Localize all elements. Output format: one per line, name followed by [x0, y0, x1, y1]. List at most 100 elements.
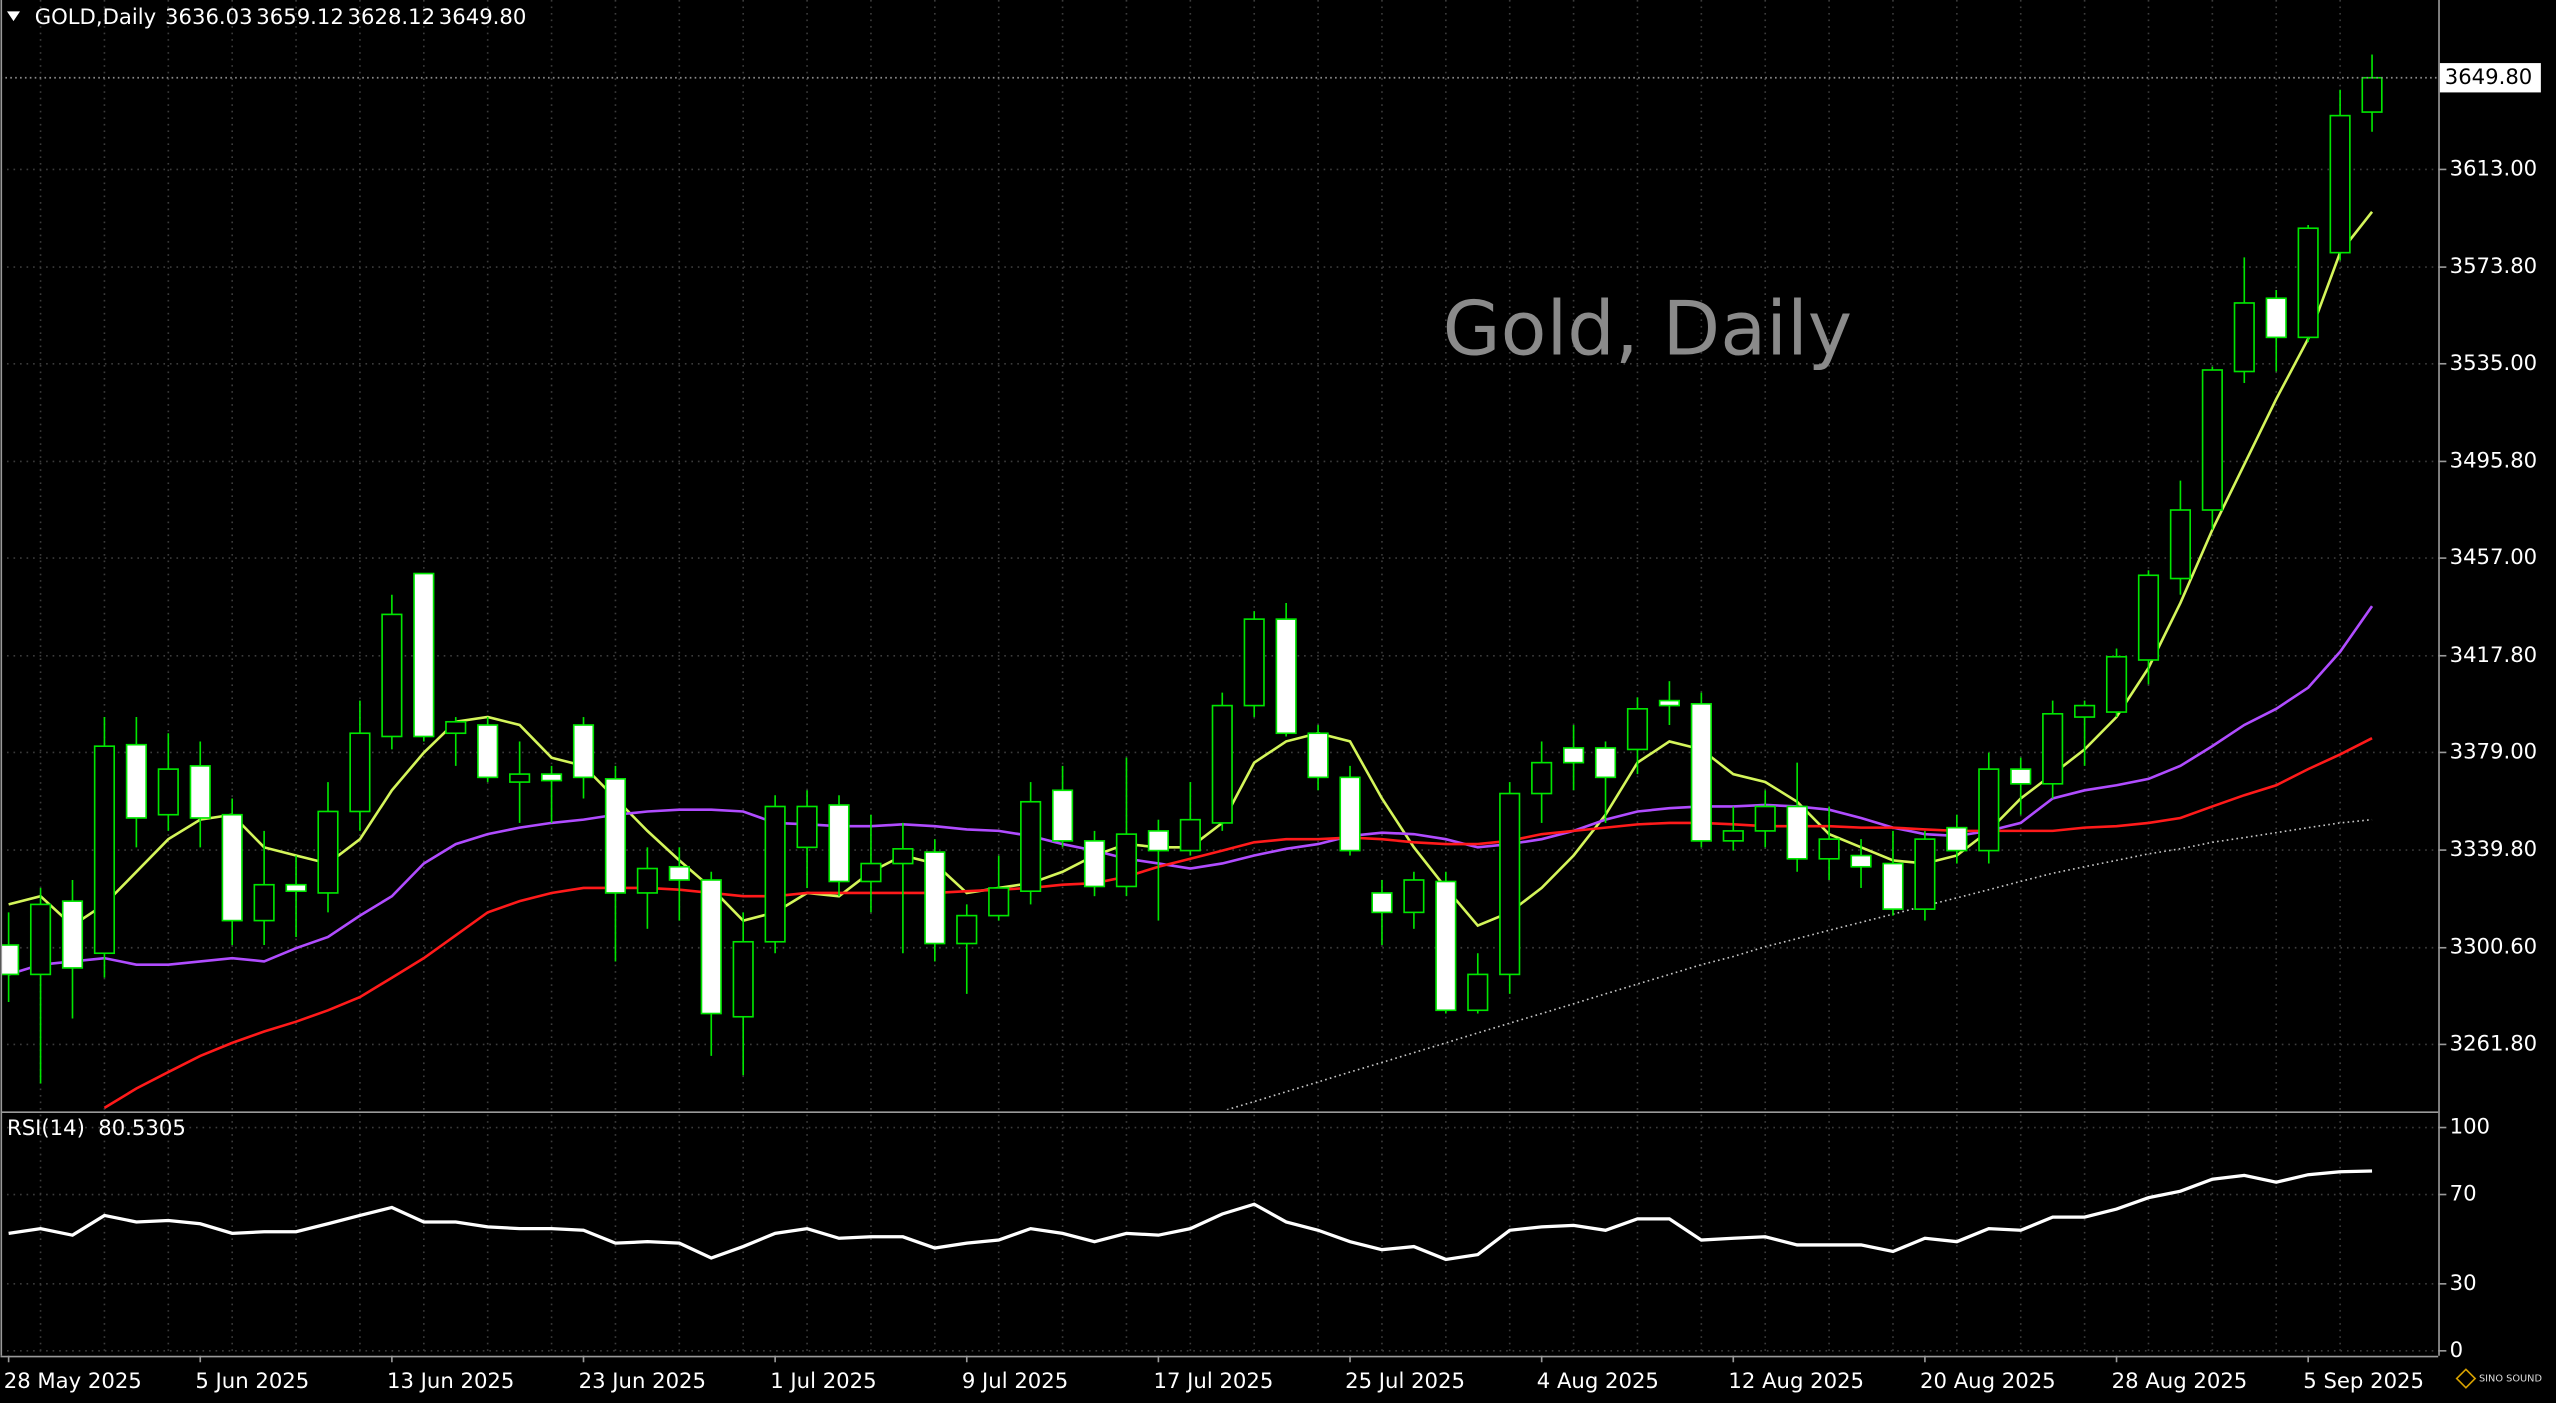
candle-body — [2042, 712, 2064, 785]
candle-body — [253, 883, 275, 922]
candle-body — [413, 572, 435, 738]
candle-body — [2265, 297, 2287, 339]
candle-body — [604, 778, 627, 894]
candle-body — [1307, 732, 1329, 779]
candle-body — [125, 743, 147, 819]
candle-body — [1435, 880, 1457, 1012]
candle-body — [317, 810, 339, 894]
candle-body — [2169, 509, 2192, 580]
candle-body — [1179, 818, 1201, 852]
y-tick-label: 0 — [2450, 1337, 2463, 1362]
candle-body — [572, 724, 595, 779]
x-tick-label: 4 Aug 2025 — [1537, 1368, 1659, 1393]
y-tick-label: 3457.00 — [2450, 544, 2538, 569]
candle-body — [636, 867, 658, 894]
ohlc-value: 3649.80 — [439, 4, 527, 29]
candle-body — [1978, 768, 2000, 852]
candle-body — [445, 720, 467, 735]
axes-layer: 3261.80 3300.60 3339.80 3379.00 3417.80 3457.… — [4, 4, 2541, 1393]
candle-body — [477, 724, 499, 779]
y-tick-label: 3300.60 — [2450, 934, 2538, 959]
rsi-last-value: 80.5305 — [98, 1115, 186, 1140]
candle-body — [1275, 618, 1297, 735]
y-tick-label: 70 — [2450, 1181, 2477, 1206]
candle-body — [2361, 76, 2383, 113]
candle-body — [2137, 574, 2160, 661]
y-tick-label: 3613.00 — [2450, 155, 2538, 180]
candle-body — [381, 613, 403, 738]
y-tick-label: 3417.80 — [2450, 642, 2538, 667]
candle-body — [1818, 838, 1840, 860]
rsi-title: RSI(14) — [7, 1115, 85, 1140]
candle-body — [29, 903, 52, 976]
x-tick-label: 13 Jun 2025 — [387, 1368, 514, 1393]
candle-body — [764, 805, 786, 943]
y-tick-label: 3379.00 — [2450, 738, 2538, 763]
candle-body — [1626, 708, 1649, 751]
candle-body — [1339, 776, 1361, 852]
candle-body — [221, 813, 243, 922]
x-tick-label: 9 Jul 2025 — [962, 1368, 1068, 1393]
candle-body — [700, 879, 722, 1015]
candle-body — [988, 887, 1010, 917]
candle-body — [1690, 703, 1712, 842]
candle-body — [1051, 789, 1074, 842]
candle-body — [1467, 973, 1489, 1012]
candle-body — [1946, 826, 1968, 852]
candle-body — [2329, 114, 2351, 254]
candle-body — [892, 848, 914, 865]
candle-body — [1882, 862, 1904, 910]
candle-body — [668, 865, 690, 881]
candle-body — [2074, 704, 2096, 718]
candle-body — [1850, 854, 1872, 868]
x-tick-label: 12 Aug 2025 — [1728, 1368, 1864, 1393]
candle-body — [2201, 369, 2223, 511]
candle-body — [1914, 838, 1936, 910]
candle-body — [1115, 833, 1138, 888]
logo-text: SINO SOUND — [2479, 1374, 2542, 1385]
y-tick-label: 100 — [2450, 1114, 2490, 1139]
y-tick-label: 3339.80 — [2450, 836, 2538, 861]
candle-body — [1531, 761, 1553, 795]
candle-body — [0, 944, 20, 976]
candle-body — [1083, 840, 1106, 888]
y-tick-label: 3261.80 — [2450, 1030, 2538, 1055]
candle-body — [2233, 302, 2255, 373]
ohlc-value: 3659.12 — [256, 4, 344, 29]
candle-body — [732, 940, 754, 1018]
rsi-line — [8, 1169, 2373, 1262]
ohlc-value: 3628.12 — [348, 4, 436, 29]
candle-body — [1243, 618, 1265, 707]
candle-body — [796, 805, 818, 849]
candle-body — [2297, 227, 2319, 339]
candle-body — [2105, 655, 2128, 713]
candle-body — [860, 862, 882, 883]
last-price-label: 3649.80 — [2445, 64, 2533, 89]
candle-body — [1211, 704, 1233, 824]
x-tick-label: 5 Sep 2025 — [2303, 1368, 2424, 1393]
last-price-box — [2439, 63, 2541, 93]
x-tick-label: 28 May 2025 — [4, 1368, 142, 1393]
candle-body — [1658, 699, 1680, 707]
x-tick-label: 1 Jul 2025 — [770, 1368, 876, 1393]
x-tick-label: 20 Aug 2025 — [1920, 1368, 2056, 1393]
candle-body — [1147, 830, 1169, 852]
price-pane — [0, 54, 2439, 1110]
candle-body — [509, 773, 531, 783]
watermark: Gold, Daily — [1443, 285, 1853, 373]
x-tick-label: 25 Jul 2025 — [1345, 1368, 1465, 1393]
ohlc-value: 3636.03 — [165, 4, 253, 29]
menu-triangle[interactable] — [6, 11, 21, 22]
x-tick-label: 23 Jun 2025 — [579, 1368, 706, 1393]
candle-body — [540, 773, 563, 782]
candle-body — [1594, 747, 1617, 779]
y-tick-label: 3573.80 — [2450, 253, 2538, 278]
candle-body — [828, 804, 850, 883]
candle-body — [93, 745, 116, 955]
candle-body — [61, 900, 84, 969]
candle-body — [1786, 805, 1808, 860]
logo-icon — [2455, 1368, 2477, 1389]
candle-body — [1562, 747, 1585, 764]
